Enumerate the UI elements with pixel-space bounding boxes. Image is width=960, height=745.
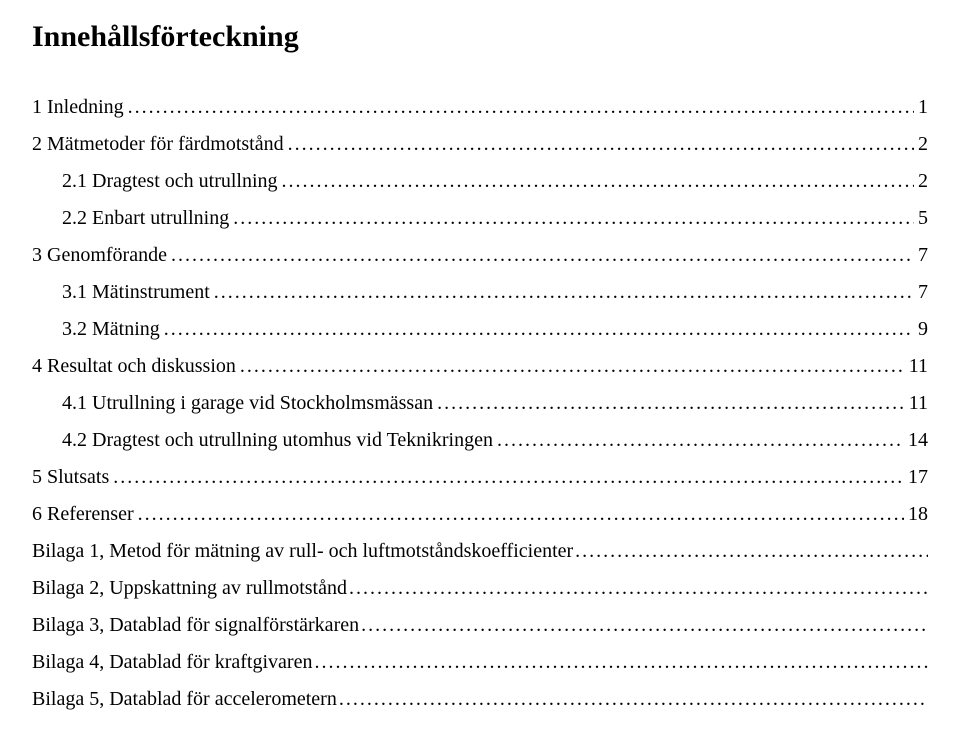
toc-entry: 6 Referenser 18 bbox=[32, 503, 928, 526]
attachment-label: Bilaga 1, Metod för mätning av rull- och… bbox=[32, 540, 573, 563]
toc-entry: 1 Inledning 1 bbox=[32, 96, 928, 119]
page-title: Innehållsförteckning bbox=[32, 20, 928, 54]
toc-leader bbox=[138, 503, 904, 526]
toc-entry: 3 Genomförande 7 bbox=[32, 244, 928, 267]
toc-entry: 2.2 Enbart utrullning 5 bbox=[32, 207, 928, 230]
toc-label: 4 Resultat och diskussion bbox=[32, 355, 236, 378]
toc-label: 3.1 Mätinstrument bbox=[62, 281, 210, 304]
toc-page: 2 bbox=[918, 170, 928, 193]
toc-label: 3.2 Mätning bbox=[62, 318, 160, 341]
toc-entry: 2 Mätmetoder för färdmotstånd 2 bbox=[32, 133, 928, 156]
toc-page: 17 bbox=[908, 466, 928, 489]
toc-label: 2.1 Dragtest och utrullning bbox=[62, 170, 278, 193]
toc-leader bbox=[314, 651, 928, 674]
attachment-label: Bilaga 4, Datablad för kraftgivaren bbox=[32, 651, 312, 674]
toc-entry: 4.2 Dragtest och utrullning utomhus vid … bbox=[32, 429, 928, 452]
toc-leader bbox=[575, 540, 928, 563]
toc-leader bbox=[288, 133, 914, 156]
toc-page: 7 bbox=[918, 281, 928, 304]
toc-attachment: Bilaga 2, Uppskattning av rullmotstånd bbox=[32, 577, 928, 600]
toc-attachment: Bilaga 4, Datablad för kraftgivaren bbox=[32, 651, 928, 674]
toc-entry: 2.1 Dragtest och utrullning 2 bbox=[32, 170, 928, 193]
toc-page: 14 bbox=[908, 429, 928, 452]
toc-leader bbox=[282, 170, 914, 193]
toc-leader bbox=[339, 688, 928, 711]
toc-label: 2 Mätmetoder för färdmotstånd bbox=[32, 133, 284, 156]
toc-page: 11 bbox=[909, 392, 928, 415]
toc-label: 4.1 Utrullning i garage vid Stockholmsmä… bbox=[62, 392, 433, 415]
attachment-label: Bilaga 2, Uppskattning av rullmotstånd bbox=[32, 577, 347, 600]
toc-page: 1 bbox=[918, 96, 928, 119]
toc-attachment: Bilaga 1, Metod för mätning av rull- och… bbox=[32, 540, 928, 563]
toc-attachment: Bilaga 3, Datablad för signalförstärkare… bbox=[32, 614, 928, 637]
toc-leader bbox=[497, 429, 904, 452]
toc-leader bbox=[361, 614, 928, 637]
toc-leader bbox=[437, 392, 905, 415]
toc-page: 7 bbox=[918, 244, 928, 267]
toc-entry: 4 Resultat och diskussion 11 bbox=[32, 355, 928, 378]
toc-leader bbox=[164, 318, 914, 341]
toc-leader bbox=[113, 466, 904, 489]
document-page: Innehållsförteckning 1 Inledning 1 2 Mät… bbox=[0, 0, 960, 745]
toc-leader bbox=[349, 577, 928, 600]
toc-entry: 4.1 Utrullning i garage vid Stockholmsmä… bbox=[32, 392, 928, 415]
toc-page: 2 bbox=[918, 133, 928, 156]
toc-list: 1 Inledning 1 2 Mätmetoder för färdmotst… bbox=[32, 96, 928, 711]
toc-label: 5 Slutsats bbox=[32, 466, 109, 489]
toc-leader bbox=[240, 355, 905, 378]
toc-leader bbox=[214, 281, 914, 304]
toc-label: 4.2 Dragtest och utrullning utomhus vid … bbox=[62, 429, 493, 452]
toc-leader bbox=[128, 96, 914, 119]
toc-entry: 5 Slutsats 17 bbox=[32, 466, 928, 489]
toc-label: 6 Referenser bbox=[32, 503, 134, 526]
toc-label: 1 Inledning bbox=[32, 96, 124, 119]
toc-leader bbox=[171, 244, 914, 267]
attachment-label: Bilaga 3, Datablad för signalförstärkare… bbox=[32, 614, 359, 637]
attachment-label: Bilaga 5, Datablad för accelerometern bbox=[32, 688, 337, 711]
toc-leader bbox=[233, 207, 914, 230]
toc-label: 3 Genomförande bbox=[32, 244, 167, 267]
toc-page: 5 bbox=[918, 207, 928, 230]
toc-page: 18 bbox=[908, 503, 928, 526]
toc-entry: 3.2 Mätning 9 bbox=[32, 318, 928, 341]
toc-attachment: Bilaga 5, Datablad för accelerometern bbox=[32, 688, 928, 711]
toc-page: 9 bbox=[918, 318, 928, 341]
toc-label: 2.2 Enbart utrullning bbox=[62, 207, 229, 230]
toc-page: 11 bbox=[909, 355, 928, 378]
toc-entry: 3.1 Mätinstrument 7 bbox=[32, 281, 928, 304]
